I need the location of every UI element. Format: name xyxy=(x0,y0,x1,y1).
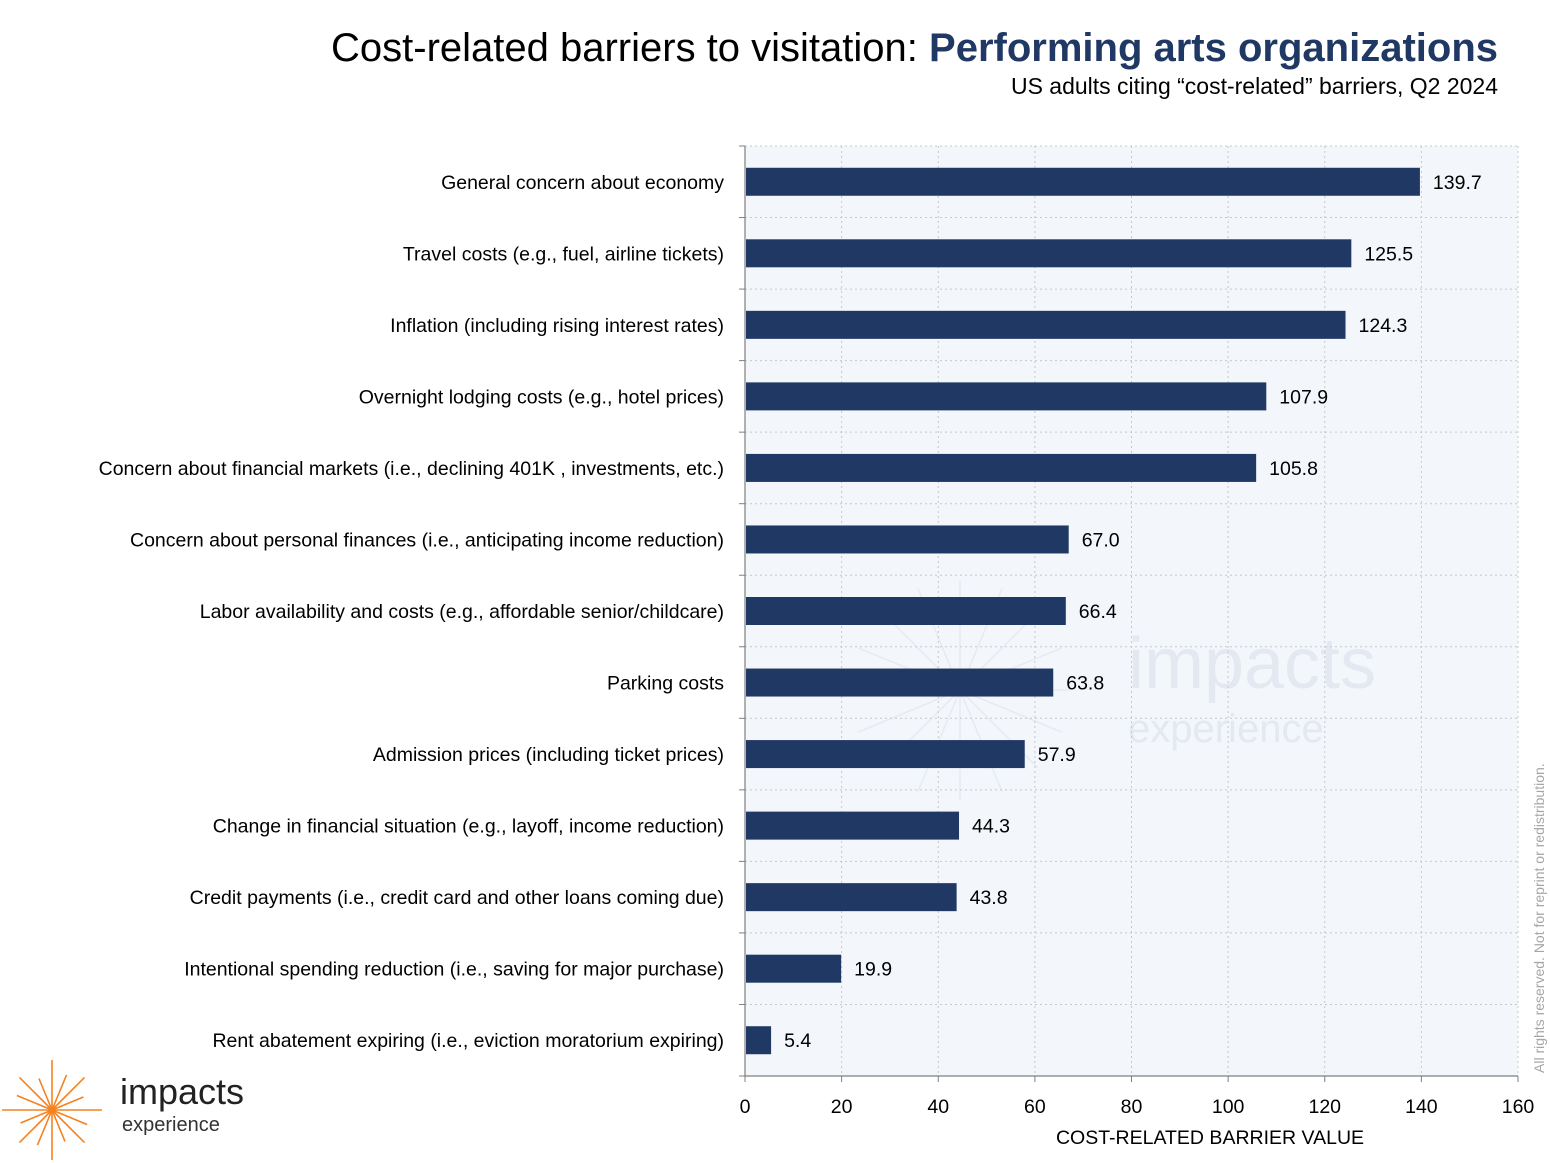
data-label: 125.5 xyxy=(1364,243,1413,265)
bars xyxy=(746,167,1420,1055)
labels: 139.7 General concern about economy 125.5 T… xyxy=(99,172,1535,1149)
category-label: Change in financial situation (e.g., lay… xyxy=(213,816,724,838)
logo-ray xyxy=(18,1076,53,1111)
bar xyxy=(746,740,1025,769)
axes xyxy=(739,145,1519,1082)
x-tick-label: 40 xyxy=(927,1096,949,1118)
logo-ray xyxy=(51,1109,86,1144)
data-label: 105.8 xyxy=(1269,458,1318,480)
chart-title: Cost-related barriers to visitation: Per… xyxy=(331,24,1498,72)
bar xyxy=(746,239,1352,268)
data-label: 19.9 xyxy=(854,959,892,981)
data-label: 57.9 xyxy=(1038,744,1076,766)
logo-icon xyxy=(2,1060,102,1160)
logo-ray xyxy=(16,1094,53,1111)
gridlines xyxy=(745,145,1519,1076)
logo-ray xyxy=(51,1109,88,1126)
data-label: 124.3 xyxy=(1359,315,1408,337)
watermark-text: impacts xyxy=(1128,624,1376,704)
chart-subtitle: US adults citing “cost-related” barriers… xyxy=(1010,73,1498,99)
category-label: Travel costs (e.g., fuel, airline ticket… xyxy=(403,243,724,265)
data-label: 107.9 xyxy=(1279,386,1328,408)
category-label: General concern about economy xyxy=(441,172,724,194)
category-label: Concern about financial markets (i.e., d… xyxy=(99,458,724,480)
data-label: 5.4 xyxy=(784,1030,811,1052)
data-label: 66.4 xyxy=(1079,601,1117,623)
x-tick-label: 140 xyxy=(1405,1096,1438,1118)
category-label: Rent abatement expiring (i.e., eviction … xyxy=(212,1030,724,1052)
x-tick-label: 80 xyxy=(1121,1096,1143,1118)
data-label: 63.8 xyxy=(1066,673,1104,695)
bar xyxy=(746,382,1267,411)
data-label: 43.8 xyxy=(970,887,1008,909)
bar xyxy=(746,811,960,840)
x-tick-label: 100 xyxy=(1212,1096,1245,1118)
category-label: Intentional spending reduction (i.e., sa… xyxy=(184,959,724,981)
data-label: 139.7 xyxy=(1433,172,1482,194)
logo-text: impacts xyxy=(120,1071,245,1112)
watermark-ray xyxy=(858,689,961,733)
bar xyxy=(746,525,1069,554)
category-label: Labor availability and costs (e.g., affo… xyxy=(200,601,724,623)
logo-ray xyxy=(51,1074,68,1111)
watermark-ray xyxy=(959,689,1039,769)
x-axis-title: COST-RELATED BARRIER VALUE xyxy=(1056,1127,1364,1149)
category-label: Overnight lodging costs (e.g., hotel pri… xyxy=(359,386,724,408)
watermark-ray xyxy=(959,689,1062,733)
logo-subtext: experience xyxy=(122,1114,220,1136)
x-tick-label: 60 xyxy=(1024,1096,1046,1118)
bar xyxy=(746,1026,772,1055)
rights-notice: All rights reserved. Not for reprint or … xyxy=(1531,763,1547,1073)
logo-ray xyxy=(18,1109,53,1144)
chart-title-main: Cost-related barriers to visitation: xyxy=(331,26,930,70)
bar xyxy=(746,310,1346,339)
x-tick-label: 20 xyxy=(831,1096,853,1118)
category-label: Inflation (including rising interest rat… xyxy=(390,315,724,337)
data-label: 44.3 xyxy=(972,816,1010,838)
x-tick-label: 0 xyxy=(740,1096,751,1118)
logo-ray xyxy=(36,1109,53,1146)
bar xyxy=(746,453,1257,482)
bar xyxy=(746,954,842,983)
category-label: Admission prices (including ticket price… xyxy=(373,744,724,766)
chart-title-highlight: Performing arts organizations xyxy=(929,26,1498,70)
logo-ray xyxy=(51,1076,86,1111)
logo-ray xyxy=(51,1109,66,1142)
logo-ray xyxy=(20,1109,53,1124)
x-tick-label: 160 xyxy=(1502,1096,1535,1118)
logo-ray xyxy=(38,1078,53,1111)
category-label: Credit payments (i.e., credit card and o… xyxy=(190,887,724,909)
category-label: Concern about personal finances (i.e., a… xyxy=(130,529,724,551)
logo-ray xyxy=(51,1096,84,1111)
bar xyxy=(746,167,1420,196)
bar xyxy=(746,883,957,912)
data-label: 67.0 xyxy=(1082,529,1120,551)
title-block: Cost-related barriers to visitation: Per… xyxy=(331,24,1498,100)
category-label: Parking costs xyxy=(607,673,724,695)
bar xyxy=(746,597,1066,625)
x-tick-label: 120 xyxy=(1308,1096,1341,1118)
bar xyxy=(746,668,1054,697)
watermark-subtext: experience xyxy=(1128,707,1324,751)
